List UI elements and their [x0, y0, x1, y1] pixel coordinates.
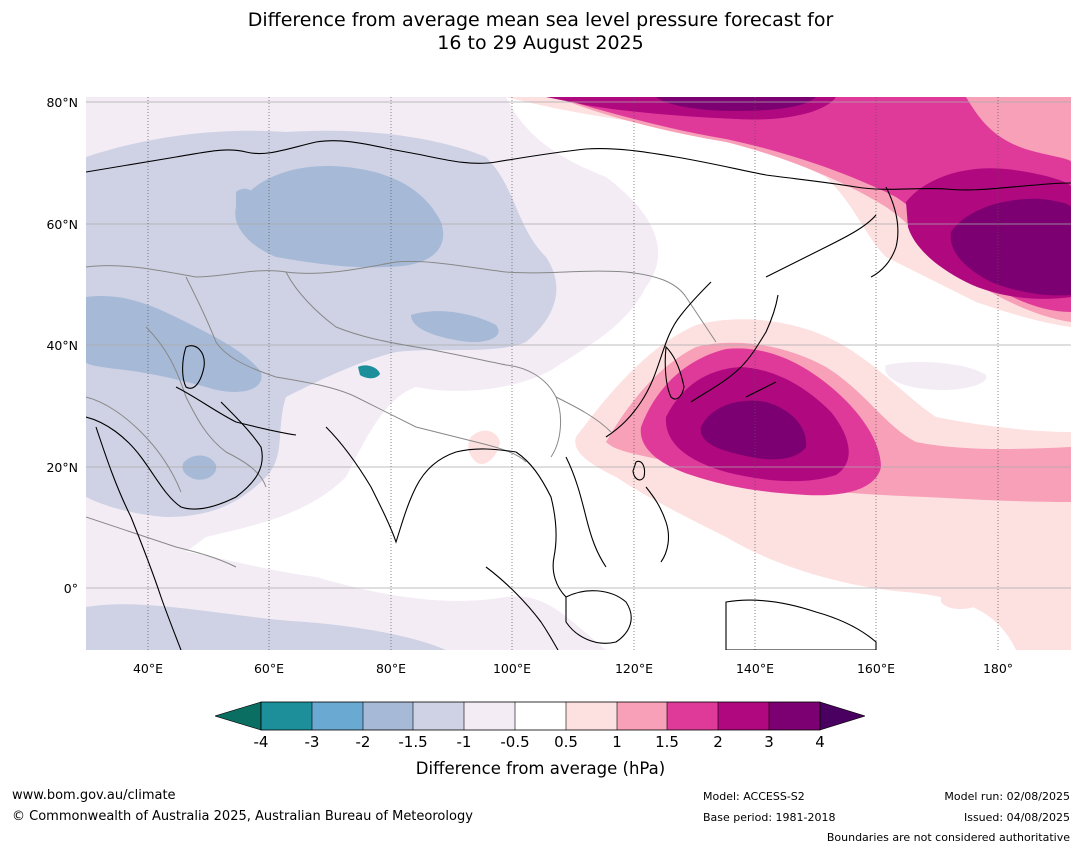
- anomaly-region-blue-grey-north: [235, 166, 444, 268]
- graticule: [86, 101, 1071, 589]
- colorbar-title: Difference from average (hPa): [415, 759, 666, 778]
- map-svg: [86, 97, 1071, 650]
- anomaly-region-blue-grey-arabia: [182, 455, 217, 480]
- colorbar-extend-low: [213, 701, 262, 731]
- anomaly-region-light-lavender-pacific: [885, 362, 987, 391]
- anomaly-region-blue-grey-central: [411, 311, 499, 343]
- lon-label-180: 180°: [982, 661, 1014, 676]
- anomaly-map: [86, 97, 1071, 650]
- colorbar-bin: [312, 702, 363, 730]
- lon-label-160e: 160°E: [856, 661, 895, 676]
- lon-label-60e: 60°E: [253, 661, 285, 676]
- anomaly-region-teal-spot: [358, 365, 380, 379]
- lat-label-60n: 60°N: [46, 217, 78, 232]
- anomaly-region-purple-north: [656, 97, 816, 111]
- colorbar-extend-high: [819, 701, 867, 731]
- base-period: Base period: 1981-2018: [703, 811, 836, 824]
- anomaly-region-pale-pink-island: [941, 595, 975, 610]
- model-name: Model: ACCESS-S2: [703, 790, 805, 803]
- anomaly-region-pale-pink-india: [468, 430, 500, 465]
- colorbar-bin: [464, 702, 515, 730]
- colorbar-bin: [718, 702, 769, 730]
- colorbar-tick: -1.5: [398, 733, 428, 751]
- colorbar-tick: -1: [456, 733, 472, 751]
- colorbar: [213, 700, 867, 732]
- anomaly-region-purple-okhotsk: [950, 198, 1071, 296]
- issued-date: Issued: 04/08/2025: [963, 811, 1070, 824]
- colorbar-tick: -4: [253, 733, 269, 751]
- model-run-date: Model run: 02/08/2025: [944, 790, 1070, 803]
- website-link[interactable]: www.bom.gov.au/climate: [12, 788, 176, 803]
- lat-label-80n: 80°N: [46, 95, 78, 110]
- colorbar-bin: [617, 702, 667, 730]
- lon-label-140e: 140°E: [735, 661, 774, 676]
- title-line-1: Difference from average mean sea level p…: [247, 9, 834, 31]
- colorbar-svg: [213, 701, 867, 731]
- lat-label-20n: 20°N: [46, 460, 78, 475]
- lon-label-100e: 100°E: [492, 661, 531, 676]
- colorbar-frame: [260, 701, 821, 731]
- colorbar-tick: 2: [713, 733, 723, 751]
- colorbar-bin: [261, 702, 312, 730]
- colorbar-tick: 1: [612, 733, 622, 751]
- anomaly-region-blue-grey-urals: [236, 188, 256, 215]
- colorbar-bin: [769, 702, 820, 730]
- anomaly-region-blue-grey-caspian: [86, 296, 262, 392]
- colorbar-tick: 1.5: [655, 733, 679, 751]
- lat-label-0: 0°: [63, 581, 78, 596]
- title-line-2: 16 to 29 August 2025: [437, 32, 644, 54]
- lat-label-40n: 40°N: [46, 338, 78, 353]
- colorbar-tick: 3: [764, 733, 774, 751]
- lon-label-80e: 80°E: [375, 661, 407, 676]
- meridians: [147, 97, 999, 650]
- colorbar-tick: 4: [815, 733, 825, 751]
- colorbar-tick: 0.5: [554, 733, 578, 751]
- map-title: Difference from average mean sea level p…: [0, 9, 1081, 55]
- lon-label-120e: 120°E: [614, 661, 653, 676]
- colorbar-bin: [363, 702, 413, 730]
- colorbar-tick: -2: [355, 733, 371, 751]
- colorbar-bin: [566, 702, 617, 730]
- colorbar-bin: [667, 702, 718, 730]
- copyright-text: © Commonwealth of Australia 2025, Austra…: [12, 809, 473, 824]
- lon-label-40e: 40°E: [132, 661, 164, 676]
- anomaly-region-purple-pacific: [700, 400, 807, 460]
- colorbar-bin: [413, 702, 464, 730]
- colorbar-tick: -0.5: [500, 733, 530, 751]
- colorbar-tick: -3: [304, 733, 320, 751]
- colorbar-dividers: [311, 702, 770, 730]
- boundaries-note: Boundaries are not considered authoritat…: [826, 831, 1070, 844]
- colorbar-bin: [515, 702, 566, 730]
- country-borders: [86, 260, 717, 568]
- anomaly-region-magenta-north: [556, 97, 1071, 312]
- coastlines: [86, 140, 1071, 650]
